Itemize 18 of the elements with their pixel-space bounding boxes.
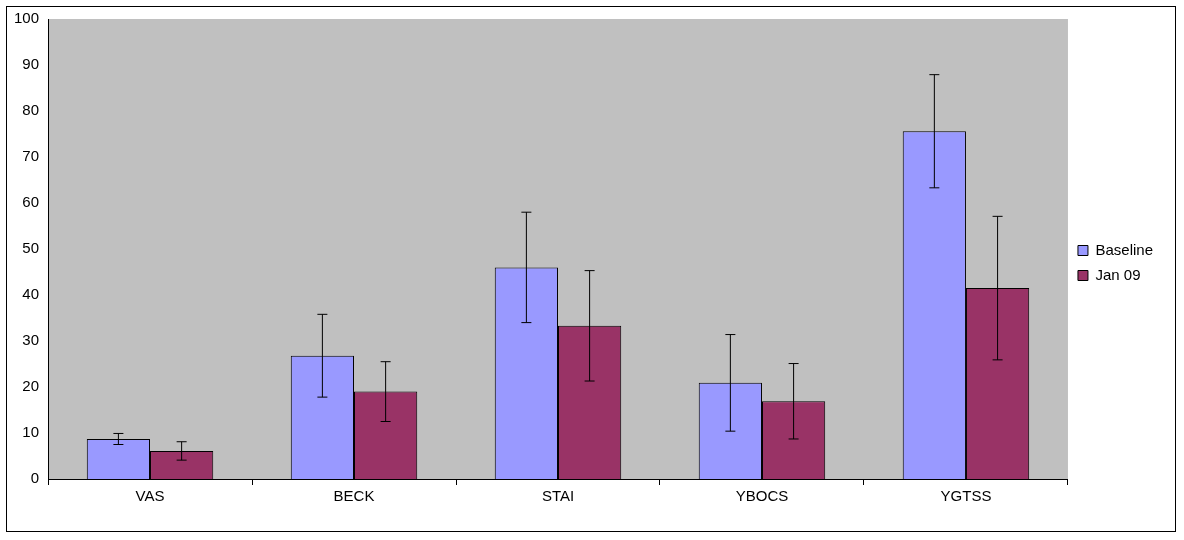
y-tick-label: 70 (22, 147, 40, 165)
x-tick-label: YGTSS (940, 487, 992, 505)
y-tick-label: 80 (22, 101, 40, 119)
y-tick-label: 30 (22, 331, 40, 349)
y-tick-label: 10 (22, 423, 40, 441)
x-tick-label: BECK (333, 487, 375, 505)
x-tick-label: YBOCS (735, 487, 789, 505)
y-tick-label: 50 (22, 239, 40, 257)
legend-label: Baseline (1095, 240, 1154, 258)
y-tick-label: 20 (22, 377, 40, 395)
y-tick-label: 90 (22, 55, 40, 73)
x-tick-label: VAS (135, 487, 165, 505)
legend-label: Jan 09 (1095, 265, 1141, 283)
y-tick-label: 0 (30, 469, 40, 487)
y-tick-label: 100 (14, 9, 40, 27)
y-tick-label: 60 (22, 193, 40, 211)
y-tick-label: 40 (22, 285, 40, 303)
x-tick-label: STAI (541, 487, 575, 505)
